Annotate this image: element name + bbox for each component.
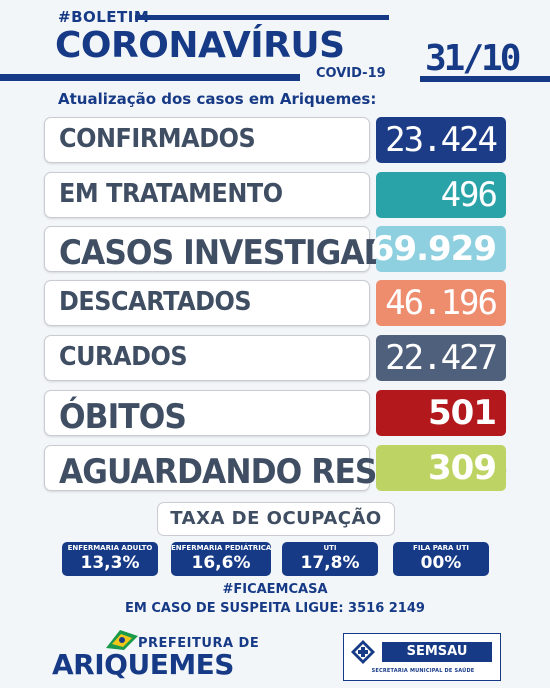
semsau-subtitle: SECRETARIA MUNICIPAL DE SAÚDE bbox=[371, 668, 475, 674]
row-obitos: ÓBITOS 501 bbox=[44, 390, 506, 437]
semsau-name: SEMSAU bbox=[382, 642, 492, 662]
taxa-value: 17,8% bbox=[300, 553, 360, 573]
update-subtitle: Atualização dos casos em Ariquemes: bbox=[58, 90, 377, 108]
taxa-value: 13,3% bbox=[80, 553, 140, 573]
taxa-enfermaria-pediatrica: ENFERMARIA PEDIÁTRICA 16,6% bbox=[171, 542, 271, 576]
header-rule-left bbox=[0, 74, 300, 81]
row-descartados: DESCARTADOS 46.196 bbox=[44, 280, 506, 326]
row-value: 496 bbox=[440, 175, 498, 215]
taxa-fila-uti: FILA PARA UTI 00% bbox=[393, 542, 489, 576]
semsau-emblem-icon bbox=[351, 640, 375, 664]
row-label: DESCARTADOS bbox=[59, 287, 252, 317]
row-value-box: 69.929 bbox=[371, 226, 506, 272]
row-value-box: 22.427 bbox=[376, 335, 506, 381]
row-value-box: 501 bbox=[376, 390, 506, 436]
prefeitura-small-text: PREFEITURA DE bbox=[138, 636, 260, 651]
taxa-label: ENFERMARIA ADULTO bbox=[67, 544, 153, 552]
contact-line: EM CASO DE SUSPEITA LIGUE: 3516 2149 bbox=[125, 601, 425, 616]
prefeitura-flag-icon bbox=[106, 630, 138, 650]
covid-subtitle: COVID-19 bbox=[316, 66, 386, 81]
taxa-value: 00% bbox=[420, 553, 462, 573]
row-value-box: 23.424 bbox=[376, 117, 506, 163]
taxa-enfermaria-adulto: ENFERMARIA ADULTO 13,3% bbox=[62, 542, 158, 576]
taxa-label: ENFERMARIA PEDIÁTRICA bbox=[171, 544, 272, 552]
row-curados: CURADOS 22.427 bbox=[44, 335, 506, 381]
row-value-box: 496 bbox=[376, 172, 506, 218]
row-label: ÓBITOS bbox=[59, 397, 187, 437]
row-label-box: AGUARDANDO RESULTADO bbox=[44, 445, 508, 492]
row-value: 22.427 bbox=[385, 338, 498, 378]
semsau-logo: SEMSAU SECRETARIA MUNICIPAL DE SAÚDE bbox=[343, 633, 501, 681]
row-label: CONFIRMADOS bbox=[59, 124, 256, 154]
row-label-box: ÓBITOS bbox=[44, 390, 370, 437]
boletim-tag: #BOLETIM bbox=[58, 8, 150, 26]
row-casos-investigados: CASOS INVESTIGADOS 69.929 bbox=[44, 226, 506, 273]
header-rule-top bbox=[135, 15, 389, 20]
row-value-box: 309 bbox=[376, 445, 506, 491]
row-aguardando-resultado: AGUARDANDO RESULTADO 309 bbox=[44, 445, 508, 492]
row-label-box: EM TRATAMENTO bbox=[44, 172, 370, 218]
row-em-tratamento: EM TRATAMENTO 496 bbox=[44, 172, 506, 218]
report-date: 31/10 bbox=[425, 38, 521, 79]
row-label: EM TRATAMENTO bbox=[59, 179, 283, 209]
row-value: 23.424 bbox=[385, 120, 498, 160]
row-value-box: 46.196 bbox=[376, 280, 506, 326]
page-title: CORONAVÍRUS bbox=[55, 25, 345, 66]
prefeitura-name: ARIQUEMES bbox=[52, 648, 234, 681]
row-value: 46.196 bbox=[385, 283, 498, 323]
row-label-box: DESCARTADOS bbox=[44, 280, 370, 326]
row-label-box: CONFIRMADOS bbox=[44, 117, 370, 163]
taxa-title: TAXA DE OCUPAÇÃO bbox=[170, 508, 382, 529]
taxa-uti: UTI 17,8% bbox=[282, 542, 378, 576]
hashtag: #FICAEMCASA bbox=[222, 582, 328, 597]
row-confirmados: CONFIRMADOS 23.424 bbox=[44, 117, 506, 163]
row-label: CASOS INVESTIGADOS bbox=[59, 233, 437, 273]
taxa-title-box: TAXA DE OCUPAÇÃO bbox=[157, 502, 395, 536]
row-value: 69.929 bbox=[370, 229, 497, 269]
header-rule-right bbox=[420, 76, 550, 82]
taxa-label: FILA PARA UTI bbox=[413, 544, 469, 552]
row-label-box: CASOS INVESTIGADOS bbox=[44, 226, 437, 273]
taxa-label: UTI bbox=[323, 544, 337, 552]
row-value: 501 bbox=[428, 393, 497, 433]
row-value: 309 bbox=[428, 448, 497, 488]
row-label: CURADOS bbox=[59, 342, 188, 372]
taxa-value: 16,6% bbox=[191, 553, 251, 573]
row-label-box: CURADOS bbox=[44, 335, 370, 381]
